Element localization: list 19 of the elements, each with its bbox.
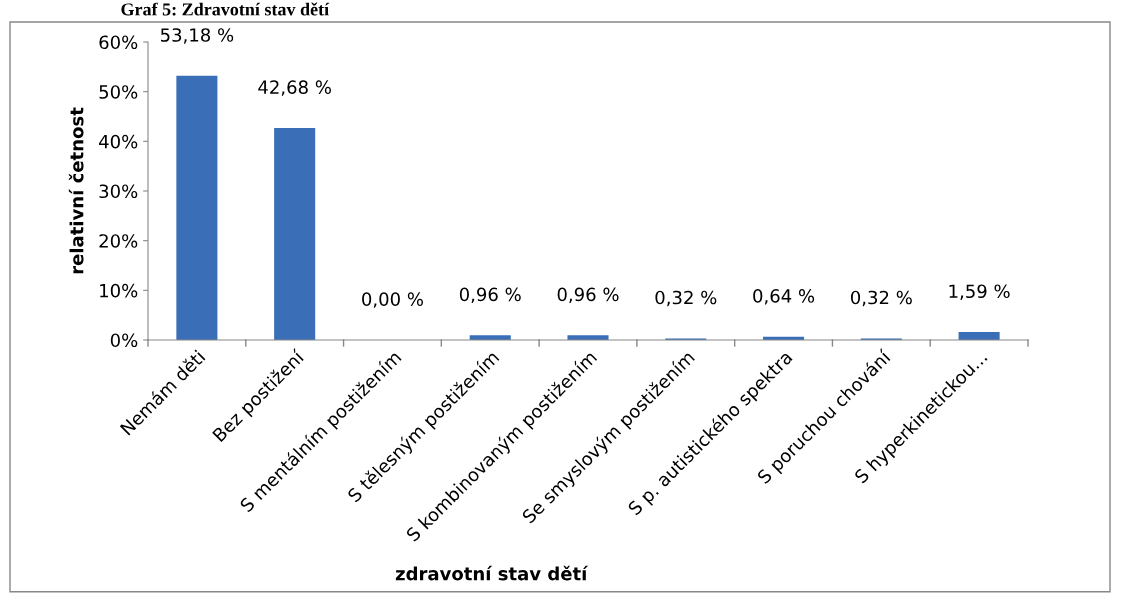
y-tick-label: 10%	[100, 283, 138, 298]
data-label: 0,64 %	[753, 289, 815, 305]
data-label: 0,00 %	[362, 292, 423, 308]
chart-title: Graf 5: Zdravotní stav dětí	[121, 2, 330, 16]
y-tick-label: 0%	[110, 333, 138, 348]
y-axis-title: relativní četnost	[68, 107, 84, 274]
y-tick-label: 20%	[99, 234, 138, 248]
y-tick-label: 60%	[99, 35, 138, 50]
data-label: 0,32 %	[655, 290, 717, 307]
data-label: 1,59 %	[949, 284, 1010, 300]
data-label: 0,96 %	[459, 287, 521, 304]
x-axis-title: zdravotní stav dětí	[395, 565, 589, 581]
data-label: 42,68 %	[258, 80, 331, 96]
y-tick-label: 40%	[99, 134, 138, 149]
data-label: 53,18 %	[160, 28, 234, 44]
y-tick-label: 50%	[99, 85, 138, 99]
data-label: 0,32 %	[850, 290, 912, 307]
data-label: 0,96 %	[557, 287, 619, 304]
y-tick-label: 30%	[99, 184, 138, 199]
